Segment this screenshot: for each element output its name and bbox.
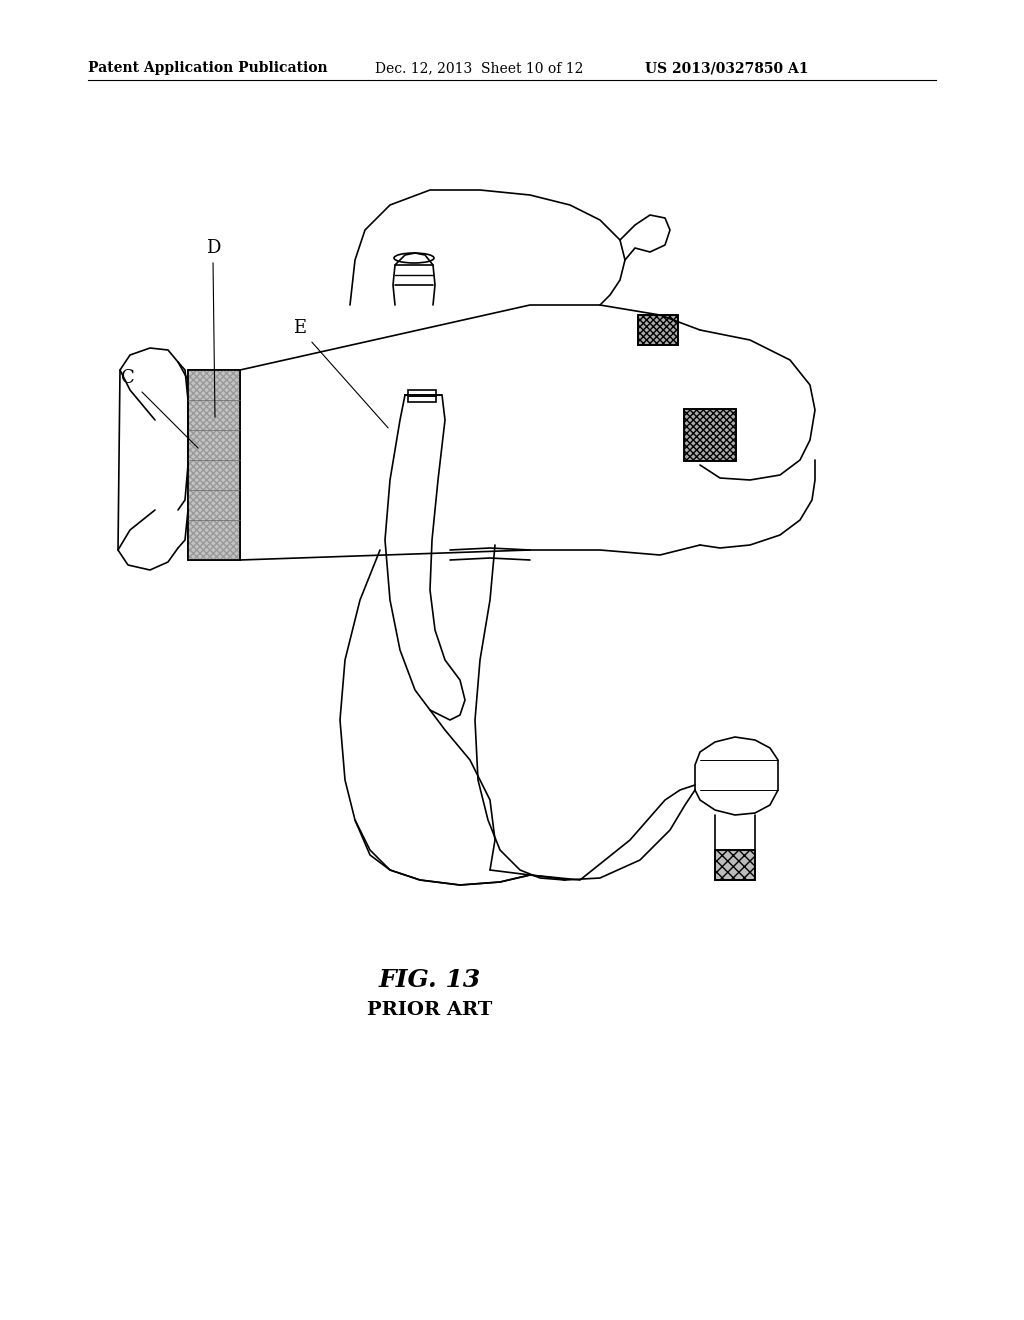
Text: FIG. 13: FIG. 13	[379, 968, 481, 993]
Bar	[188, 370, 240, 560]
Text: US 2013/0327850 A1: US 2013/0327850 A1	[645, 61, 809, 75]
Ellipse shape	[394, 253, 434, 263]
Text: D: D	[206, 239, 220, 257]
Text: PRIOR ART: PRIOR ART	[368, 1001, 493, 1019]
Bar	[188, 370, 240, 560]
Bar	[638, 315, 678, 345]
Bar	[638, 315, 678, 345]
Bar	[684, 409, 736, 461]
Bar	[715, 850, 755, 880]
Bar	[684, 409, 736, 461]
Text: Dec. 12, 2013  Sheet 10 of 12: Dec. 12, 2013 Sheet 10 of 12	[375, 61, 584, 75]
Text: E: E	[294, 319, 306, 337]
Text: Patent Application Publication: Patent Application Publication	[88, 61, 328, 75]
Bar	[188, 370, 240, 560]
Text: C: C	[121, 370, 135, 387]
Bar	[408, 389, 436, 403]
Bar	[715, 850, 755, 880]
